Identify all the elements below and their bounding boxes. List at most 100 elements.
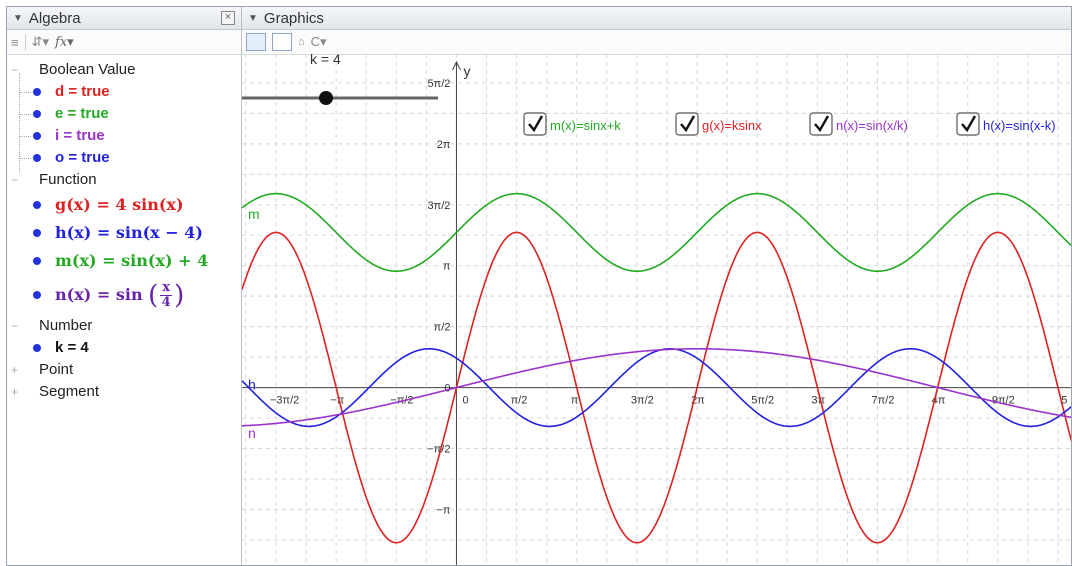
boolean-item-e[interactable]: e = true [7,103,241,125]
group-label: Segment [39,383,100,400]
group-point[interactable]: + Point [7,359,241,381]
grid-toggle-button[interactable] [272,33,292,51]
boolean-item-i[interactable]: i = true [7,125,241,147]
visibility-dot-icon[interactable] [33,229,41,237]
graphics-canvas[interactable]: y −3π/2 −π −π/2 0 π/2 π 3π/2 2π 5π/2 3π 7π/2 4π 9π/2… [242,54,1072,566]
checkbox-label: g(x)=ksinx [702,118,762,133]
sort-icon[interactable]: ≡ [11,34,19,50]
number-item-k[interactable]: k = 4 [7,337,241,359]
fx-icon[interactable]: fx▾ [55,34,74,50]
visibility-dot-icon[interactable] [33,110,41,118]
slider-knob[interactable] [319,91,333,105]
checkbox-label: m(x)=sinx+k [550,118,621,133]
visibility-dot-icon[interactable] [33,291,41,299]
visibility-dot-icon[interactable] [33,132,41,140]
visibility-dot-icon[interactable] [33,344,41,352]
group-label: Boolean Value [39,61,136,78]
algebra-toolbar: ≡ ⇵▾ fx▾ [7,30,241,55]
check-icon [528,115,544,133]
order-icon[interactable]: ⇵▾ [31,34,50,49]
boolean-label: o = true [55,149,110,166]
function-item-h[interactable]: h(x) = sin(x − 4) [7,219,241,247]
function-label: m(x) = sin(x) + 4 [55,251,209,270]
curve-n [242,348,1071,427]
graphics-titlebar[interactable]: ▼ Graphics [242,7,1071,30]
curve-m [242,192,1071,272]
group-expander-icon[interactable]: − [11,173,19,187]
group-expander-icon[interactable]: + [11,363,19,377]
visibility-dot-icon[interactable] [33,201,41,209]
checkbox-3[interactable]: h(x)=sin(x-k) [956,112,1056,136]
checkbox-label: h(x)=sin(x-k) [983,118,1056,133]
boolean-item-d[interactable]: d = true [7,81,241,103]
overlay: k = 4 m(x)=sinx+k g(x)=ksinx n(x)=sin(x/k) h… [242,54,1056,136]
function-item-m[interactable]: m(x) = sin(x) + 4 [7,247,241,275]
fraction-numerator: x [160,280,173,296]
function-label: n(x) = sin [55,285,143,304]
graphics-panel: ▼ Graphics ⌂ C▾ y −3π/2 −π −π/2 0 π/2 π 3π/2 2π… [242,7,1072,566]
paren-open: ( [148,280,159,311]
home-icon[interactable]: ⌂ [298,36,305,48]
curve-label-m: m [248,206,260,222]
visibility-dot-icon[interactable] [33,88,41,96]
y-tick-label: 5π/2 [428,78,451,90]
slider-label: k = 4 [310,54,341,67]
tree-line [19,73,20,173]
group-segment[interactable]: + Segment [7,381,241,403]
x-tick-label: −π [330,395,344,407]
group-label: Point [39,361,74,378]
y-tick-label: −π [436,504,450,516]
checkbox-0[interactable]: m(x)=sinx+k [523,112,621,136]
tree-branch [19,158,31,159]
algebra-titlebar[interactable]: ▼ Algebra [7,7,241,30]
function-item-n[interactable]: n(x) = sin (x 4) [7,275,241,315]
checkbox-box [956,112,980,136]
x-tick-label: π/2 [511,395,528,407]
graphics-title: Graphics [263,9,324,27]
checkbox-label: n(x)=sin(x/k) [836,118,908,133]
x-tick-label: 3π/2 [631,395,654,407]
boolean-item-o[interactable]: o = true [7,147,241,169]
y-tick-label: 3π/2 [428,200,451,212]
group-number[interactable]: − Number [7,315,241,337]
visibility-dot-icon[interactable] [33,257,41,265]
x-tick-label: 5π/2 [751,395,774,407]
close-icon[interactable]: × [221,11,235,25]
x-tick-label: 5 [1061,395,1067,407]
group-label: Function [39,171,97,188]
grid-lines [242,54,1071,565]
checkbox-1[interactable]: g(x)=ksinx [675,112,762,136]
group-expander-icon[interactable]: − [11,63,19,77]
y-axis-label: y [463,63,470,79]
group-label: Number [39,317,93,334]
style-bar-toggle-button[interactable] [246,33,266,51]
x-tick-label: 3π [811,395,825,407]
function-item-g[interactable]: g(x) = 4 sin(x) [7,191,241,219]
algebra-panel: ▼ Algebra × ≡ ⇵▾ fx▾ − Boolean Value d =… [7,7,242,565]
graphics-toolbar: ⌂ C▾ [242,30,1071,55]
x-tick-label: −3π/2 [270,395,299,407]
geogebra-window: ▼ Algebra × ≡ ⇵▾ fx▾ − Boolean Value d =… [6,6,1072,566]
y-axis-arrow-icon [452,60,461,71]
check-icon [961,115,977,133]
group-function[interactable]: − Function [7,169,241,191]
checkbox-2[interactable]: n(x)=sin(x/k) [809,112,908,136]
collapse-triangle-icon[interactable]: ▼ [248,12,258,24]
group-boolean[interactable]: − Boolean Value [7,59,241,81]
group-expander-icon[interactable]: − [11,319,19,333]
view-mode-icon[interactable]: C▾ [310,34,327,49]
boolean-label: d = true [55,83,110,100]
paren-close: ) [174,280,185,311]
algebra-title: Algebra [28,9,81,27]
check-icon [814,115,830,133]
group-expander-icon[interactable]: + [11,385,19,399]
number-label: k = 4 [55,339,89,356]
collapse-triangle-icon[interactable]: ▼ [13,12,23,24]
curves: m h n [242,192,1071,544]
check-icon [680,115,696,133]
x-tick-label: 7π/2 [872,395,895,407]
visibility-dot-icon[interactable] [33,154,41,162]
curve-label-n: n [248,425,256,441]
tick-labels: −3π/2 −π −π/2 0 π/2 π 3π/2 2π 5π/2 3π 7π/2 4π 9π/2 55… [270,78,1067,516]
checkbox-box [523,112,547,136]
